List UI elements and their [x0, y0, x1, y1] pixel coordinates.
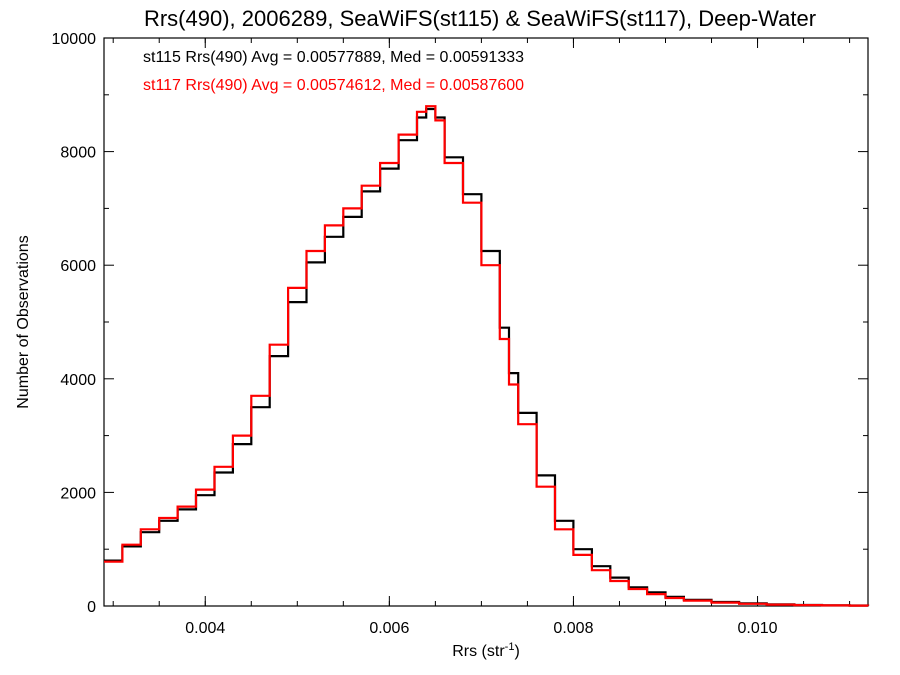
y-tick-label-3: 6000 [60, 258, 96, 275]
y-tick-label-5: 10000 [52, 31, 97, 48]
y-tick-label-2: 4000 [60, 372, 96, 389]
y-tick-labels: 0 2000 4000 6000 8000 10000 [52, 31, 97, 616]
series-layer [104, 105, 870, 607]
y-tick-label-0: 0 [87, 599, 96, 616]
x-axis-label-main: Rrs (str [452, 643, 505, 660]
series-line-0 [104, 107, 870, 607]
x-tick-label-1: 0.006 [369, 620, 409, 637]
x-tick-labels: 0.004 0.006 0.008 0.010 [185, 620, 777, 637]
y-tick-label-1: 2000 [60, 485, 96, 502]
x-axis-label: Rrs (str-1) [452, 641, 520, 660]
y-axis-label: Number of Observations [15, 235, 32, 408]
x-axis-label-sup: -1 [505, 641, 515, 653]
x-axis-label-close: ) [514, 643, 519, 660]
axis-ticks [104, 37, 868, 607]
x-tick-label-2: 0.008 [553, 620, 593, 637]
x-tick-label-3: 0.010 [738, 620, 778, 637]
annotation-st115: st115 Rrs(490) Avg = 0.00577889, Med = 0… [143, 49, 524, 66]
chart-title: Rrs(490), 2006289, SeaWiFS(st115) & SeaW… [144, 6, 816, 31]
y-tick-label-4: 8000 [60, 145, 96, 162]
plot-frame [103, 37, 869, 607]
annotation-st117: st117 Rrs(490) Avg = 0.00574612, Med = 0… [143, 77, 524, 94]
x-tick-label-0: 0.004 [185, 620, 225, 637]
series-line-1 [104, 105, 870, 607]
